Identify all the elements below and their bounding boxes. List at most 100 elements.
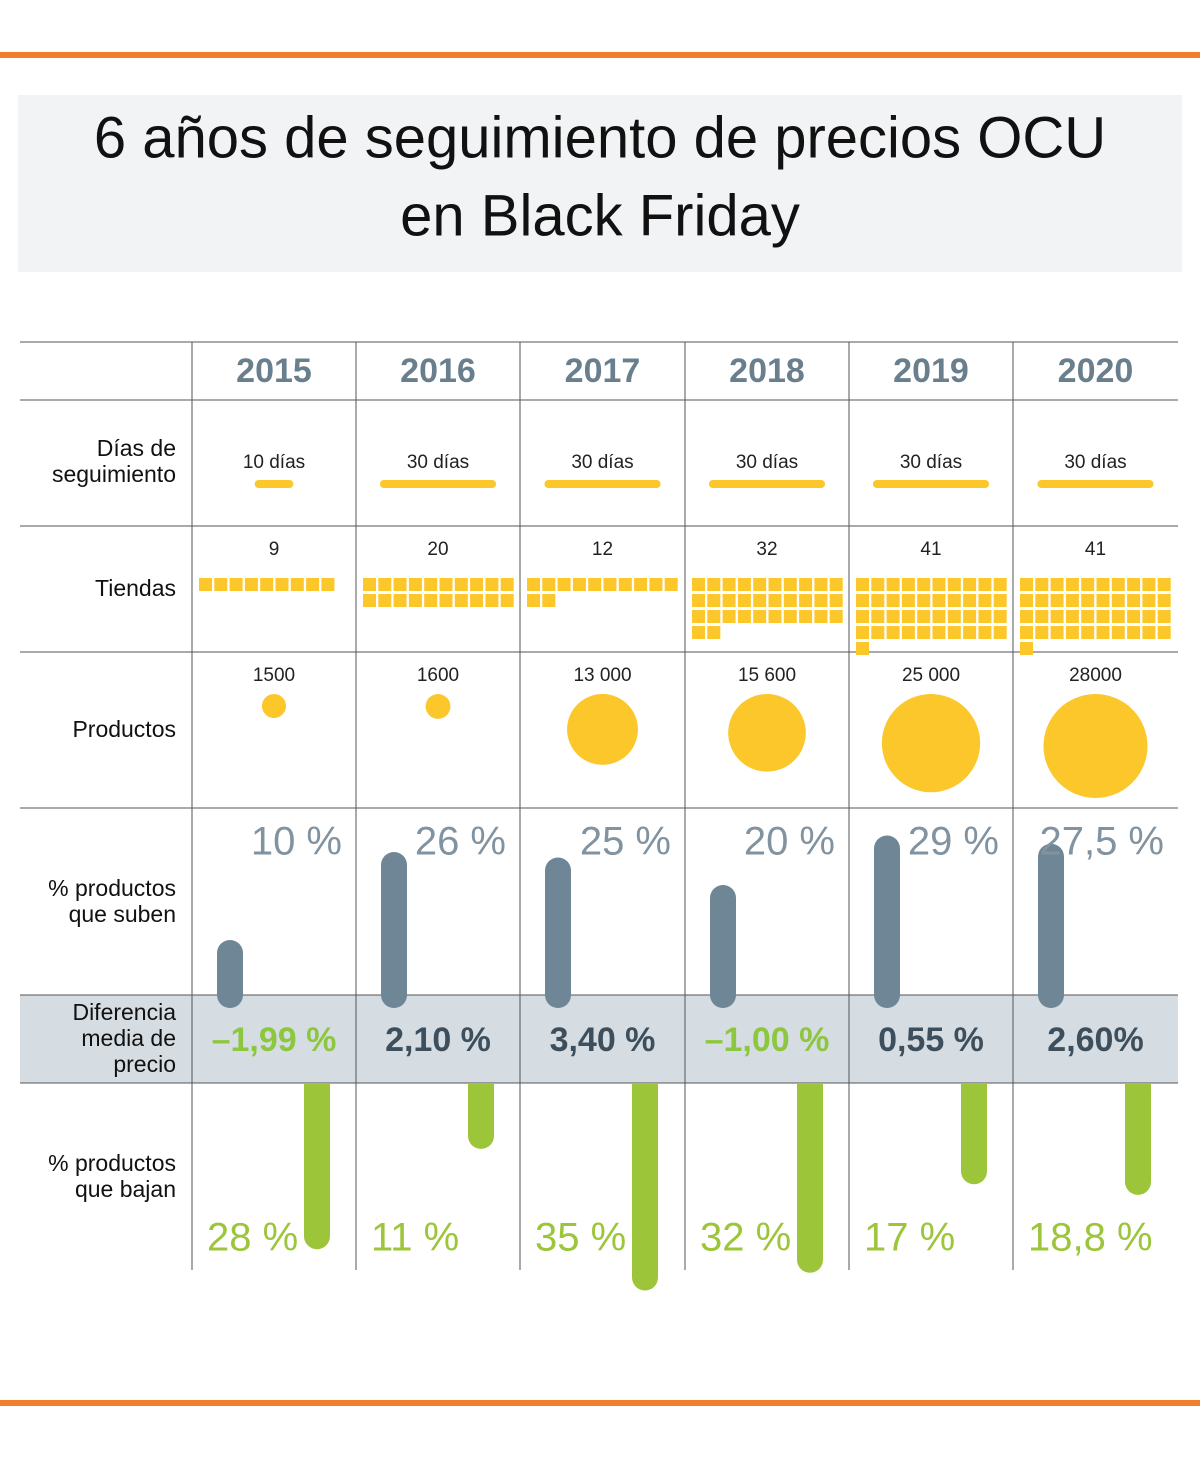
store-square [692,626,705,639]
store-square [886,626,900,639]
store-square [527,578,540,591]
store-square [737,594,751,607]
store-square [1081,610,1095,623]
store-square [707,610,721,623]
store-square [1035,594,1049,607]
store-square [306,578,320,591]
stores-label: 41 [920,539,941,560]
store-square [542,578,556,591]
store-square [1142,626,1156,639]
store-square [871,578,885,591]
days-bar [544,480,661,488]
row-label: Diferencia [72,999,176,1025]
store-square [1157,594,1171,607]
store-square [871,610,885,623]
down-label: 17 % [864,1216,955,1260]
store-square [214,578,228,591]
store-square [1065,594,1079,607]
store-square [1111,610,1125,623]
up-bar [381,852,407,1008]
days-bar [254,480,294,488]
up-bar-base [381,982,407,995]
products-label: 25 000 [902,665,960,686]
store-square [557,578,571,591]
up-bar-base [1038,982,1064,995]
year-header: 2017 [565,352,641,390]
row-label: Tiendas [95,575,176,601]
store-square [439,578,453,591]
up-bar [1038,843,1064,1008]
store-square [424,578,438,591]
products-label: 1500 [253,665,295,686]
store-square [229,578,243,591]
store-square [829,578,843,591]
diff-label: 2,10 % [385,1021,491,1059]
store-square [572,578,586,591]
store-square [963,594,977,607]
down-label: 28 % [207,1216,298,1260]
diff-label: 2,60% [1047,1021,1143,1059]
up-bar-base [217,982,243,995]
title-background [18,95,1182,272]
store-square [321,578,335,591]
stores-squares [363,578,514,607]
store-square [963,610,977,623]
stores-label: 20 [427,539,448,560]
diff-label: 0,55 % [878,1021,984,1059]
store-square [871,626,885,639]
days-bar [872,480,990,488]
up-label: 27,5 % [1039,820,1164,864]
store-square [1065,626,1079,639]
store-square [871,594,885,607]
store-square [378,578,392,591]
diff-label: –1,00 % [705,1021,830,1059]
store-square [993,610,1007,623]
store-square [260,578,274,591]
store-square [1142,594,1156,607]
store-square [707,626,721,639]
stores-squares [1020,578,1171,655]
down-label: 18,8 % [1028,1216,1153,1260]
row-label: que suben [69,901,176,927]
store-square [917,578,931,591]
products-label: 13 000 [573,665,631,686]
store-square [707,594,721,607]
products-circle [728,694,806,772]
store-square [932,610,946,623]
store-square [1127,626,1141,639]
diff-band [20,995,1178,1083]
row-label: Días de [97,435,176,461]
store-square [799,610,813,623]
store-square [485,578,499,591]
store-square [1020,642,1033,655]
store-square [1050,626,1064,639]
up-label: 29 % [908,820,999,864]
store-square [978,626,992,639]
down-label: 35 % [535,1216,626,1260]
store-square [978,578,992,591]
store-square [1142,610,1156,623]
store-square [856,610,869,623]
store-square [1035,626,1049,639]
store-square [722,610,736,623]
stores-squares [527,578,678,607]
store-square [814,610,828,623]
store-square [470,578,484,591]
store-square [901,578,915,591]
products-circle [567,694,638,765]
store-square [1020,626,1033,639]
store-square [886,610,900,623]
store-square [1096,626,1110,639]
store-square [1157,626,1171,639]
store-square [856,578,869,591]
store-square [1050,594,1064,607]
store-square [707,578,721,591]
store-square [439,594,453,607]
days-bar [379,480,497,488]
store-square [1096,610,1110,623]
store-square [856,594,869,607]
store-square [783,594,797,607]
store-square [829,610,843,623]
stores-squares [199,578,335,591]
year-header: 2016 [400,352,476,390]
